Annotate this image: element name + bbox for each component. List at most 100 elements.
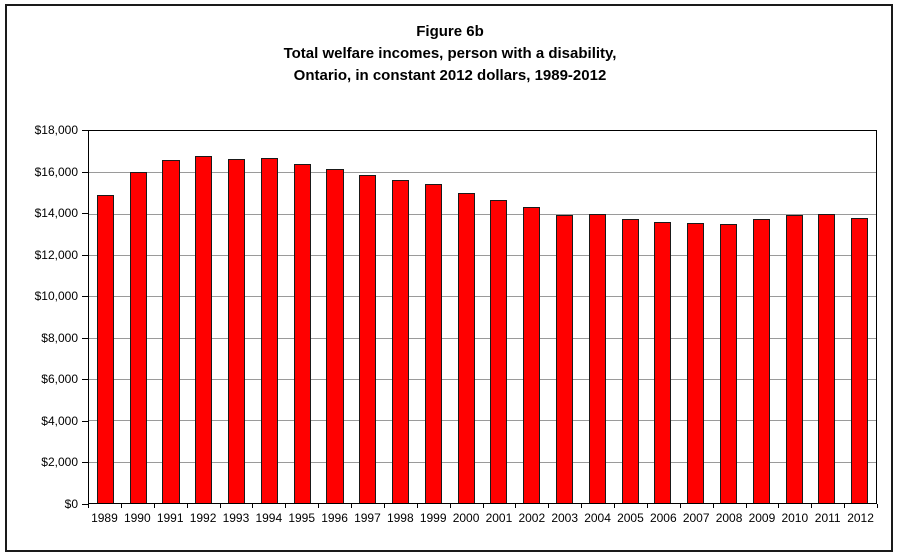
bar-2000 <box>457 193 475 503</box>
bar-cell-1996 <box>319 131 352 503</box>
bar-1992 <box>195 155 213 503</box>
x-tick-label-1996: 1996 <box>321 511 348 525</box>
y-tick-label-10000: $10,000 <box>34 289 78 304</box>
bar-cell-2004 <box>581 131 614 503</box>
chart-title-line-1: Figure 6b <box>416 23 484 40</box>
y-tick-mark-0 <box>82 504 88 505</box>
bar-cell-2005 <box>614 131 647 503</box>
x-tick-mark-3 <box>186 504 188 508</box>
bar-cell-2006 <box>647 131 680 503</box>
y-tick-label-18000: $18,000 <box>34 123 78 137</box>
x-tick-label-1991: 1991 <box>156 511 184 525</box>
x-tick-label-1990: 1990 <box>123 511 151 525</box>
y-tick-mark-8000 <box>82 337 88 339</box>
x-tick-label-2005: 2005 <box>617 511 644 525</box>
y-tick-label-16000: $16,000 <box>34 164 78 179</box>
x-tick-label-1995: 1995 <box>288 511 316 525</box>
x-tick-label-2007: 2007 <box>682 511 710 525</box>
y-tick-label-4000: $4,000 <box>41 413 78 428</box>
y-tick-mark-14000 <box>82 213 88 215</box>
chart-title-line-3: Ontario, in constant 2012 dollars, 1989-… <box>293 67 607 84</box>
bar-2004 <box>588 213 606 503</box>
gridline-16000 <box>89 172 876 174</box>
x-tick-mark-6 <box>285 504 287 508</box>
y-tick-label-8000: $8,000 <box>41 330 78 345</box>
bar-1999 <box>424 183 442 503</box>
bar-2010 <box>785 214 803 503</box>
x-tick-mark-15 <box>581 504 583 508</box>
gridline-6000 <box>89 379 876 380</box>
bar-1996 <box>326 169 344 503</box>
chart-title-line-2: Total welfare incomes, person with a dis… <box>283 45 617 62</box>
bar-2001 <box>490 200 508 503</box>
bar-cell-1995 <box>286 131 319 503</box>
bar-2009 <box>752 218 770 503</box>
bar-cell-2008 <box>712 131 745 503</box>
x-tick-label-2001: 2001 <box>485 511 513 525</box>
x-tick-label-1994: 1994 <box>255 511 283 525</box>
y-tick-mark-6000 <box>82 379 88 381</box>
bar-2008 <box>720 224 738 503</box>
bar-cell-2002 <box>515 131 548 503</box>
bar-cell-2011 <box>811 131 844 503</box>
x-tick-label-1989: 1989 <box>91 511 118 525</box>
x-tick-label-2012: 2012 <box>847 511 874 525</box>
bar-cell-2000 <box>450 131 483 503</box>
bar-1994 <box>260 157 278 503</box>
x-tick-mark-8 <box>351 504 352 508</box>
chart-title: Figure 6b Total welfare incomes, person … <box>0 21 900 87</box>
x-tick-mark-4 <box>219 504 221 508</box>
x-tick-label-2009: 2009 <box>748 511 776 525</box>
gridline-14000 <box>89 213 876 215</box>
bar-1990 <box>129 172 147 503</box>
bar-1989 <box>96 195 114 503</box>
y-tick-mark-2000 <box>82 462 88 464</box>
bar-cell-1998 <box>384 131 417 503</box>
x-tick-label-2002: 2002 <box>518 511 546 525</box>
bar-cell-1997 <box>351 131 384 503</box>
bar-1997 <box>359 175 377 503</box>
bar-cell-2007 <box>679 131 712 503</box>
x-tick-mark-16 <box>614 504 615 508</box>
x-tick-mark-22 <box>811 504 813 508</box>
bar-2003 <box>556 214 574 503</box>
y-tick-label-2000: $2,000 <box>41 455 78 470</box>
x-tick-label-1997: 1997 <box>354 511 381 525</box>
gridline-2000 <box>89 461 876 463</box>
bar-2002 <box>523 207 541 503</box>
gridline-4000 <box>89 420 876 422</box>
bar-1993 <box>228 158 246 503</box>
y-tick-mark-18000 <box>82 130 88 131</box>
x-tick-mark-24 <box>877 504 878 508</box>
x-tick-mark-23 <box>844 504 846 508</box>
y-tick-mark-12000 <box>82 254 88 256</box>
x-tick-mark-2 <box>153 504 155 508</box>
x-axis-labels: 1989 1990 1991 1992 1993 1994 1995 1996 1997 1998… <box>88 511 877 526</box>
y-tick-label-14000: $14,000 <box>34 206 78 221</box>
bar-cell-1992 <box>187 131 220 503</box>
x-tick-mark-5 <box>252 504 254 508</box>
bar-series <box>89 131 876 503</box>
x-tick-mark-12 <box>482 504 484 508</box>
y-tick-mark-4000 <box>82 420 88 422</box>
x-tick-label-1999: 1999 <box>419 511 447 525</box>
x-tick-mark-18 <box>679 504 681 508</box>
bar-2007 <box>687 222 705 503</box>
gridline-10000 <box>89 296 876 298</box>
x-tick-label-2008: 2008 <box>715 511 743 525</box>
bar-1998 <box>392 179 410 503</box>
plot-area <box>88 130 877 504</box>
x-tick-label-2004: 2004 <box>584 511 611 525</box>
y-tick-label-0: $0 <box>64 497 78 511</box>
bar-cell-1993 <box>220 131 253 503</box>
x-tick-mark-19 <box>712 504 714 508</box>
bar-1991 <box>162 159 180 503</box>
y-tick-mark-16000 <box>82 171 88 173</box>
x-tick-mark-10 <box>416 504 418 508</box>
bar-cell-2009 <box>745 131 778 503</box>
bar-cell-2003 <box>548 131 581 503</box>
x-tick-label-2011: 2011 <box>814 511 841 525</box>
x-tick-mark-13 <box>515 504 517 508</box>
